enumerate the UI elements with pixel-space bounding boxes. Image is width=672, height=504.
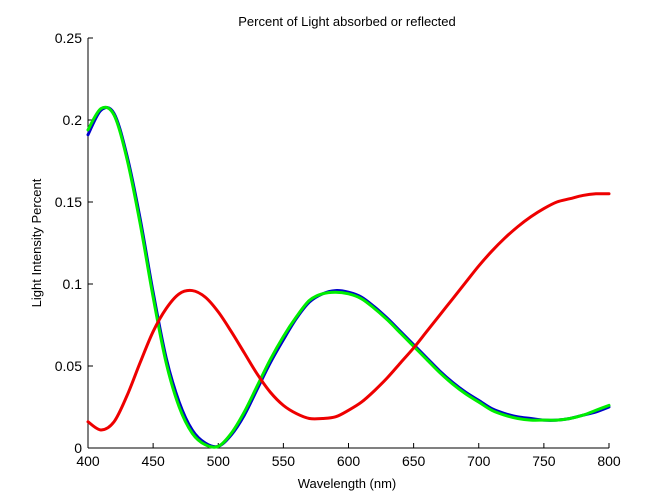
y-tick-label: 0.25 xyxy=(55,30,82,46)
y-tick-label: 0.1 xyxy=(63,276,83,292)
x-tick-label: 450 xyxy=(141,453,165,469)
x-tick-label: 650 xyxy=(402,453,426,469)
y-tick-label: 0.2 xyxy=(63,112,83,128)
series-line-2 xyxy=(86,105,611,449)
x-tick-label: 750 xyxy=(532,453,556,469)
x-tick-label: 600 xyxy=(337,453,361,469)
series-line-1 xyxy=(86,106,611,449)
x-tick-label: 400 xyxy=(76,453,100,469)
x-tick-label: 800 xyxy=(597,453,621,469)
y-axis-title: Light Intensity Percent xyxy=(29,178,44,307)
y-tick-label: 0 xyxy=(74,440,82,456)
chart-title: Percent of Light absorbed or reflected xyxy=(238,14,456,29)
series-line-3 xyxy=(86,192,611,432)
y-tick-label: 0.15 xyxy=(55,194,82,210)
y-tick-label: 0.05 xyxy=(55,358,82,374)
x-tick-label: 550 xyxy=(272,453,296,469)
plot-area: 400 450 500 550 600 650 700 750 800 0 0.05 0.1 0.15 0… xyxy=(55,30,621,469)
x-tick-label: 700 xyxy=(467,453,491,469)
x-tick-label: 500 xyxy=(207,453,231,469)
x-axis-title: Wavelength (nm) xyxy=(298,476,397,491)
